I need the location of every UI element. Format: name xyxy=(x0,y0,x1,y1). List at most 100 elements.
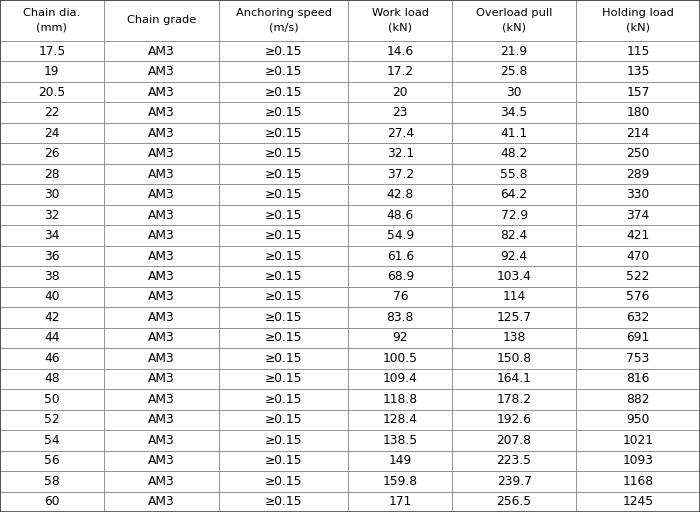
Bar xyxy=(452,471,576,492)
Text: AM3: AM3 xyxy=(148,249,175,263)
Bar xyxy=(576,389,700,410)
Text: ≥0.15: ≥0.15 xyxy=(265,65,302,78)
Bar xyxy=(0,205,104,225)
Text: 41.1: 41.1 xyxy=(500,126,528,140)
Bar xyxy=(104,143,219,164)
Text: 522: 522 xyxy=(626,270,650,283)
Text: 44: 44 xyxy=(44,331,60,345)
Text: 214: 214 xyxy=(626,126,650,140)
Bar xyxy=(576,492,700,512)
Text: AM3: AM3 xyxy=(148,229,175,242)
Text: Overload pull
(kN): Overload pull (kN) xyxy=(476,9,552,32)
Bar xyxy=(104,430,219,451)
Bar xyxy=(104,82,219,102)
Text: Work load
(kN): Work load (kN) xyxy=(372,9,429,32)
Text: 289: 289 xyxy=(626,167,650,181)
Bar xyxy=(219,287,349,307)
Text: 48.2: 48.2 xyxy=(500,147,528,160)
Bar xyxy=(452,0,576,41)
Bar xyxy=(219,328,349,348)
Text: 38: 38 xyxy=(44,270,60,283)
Text: ≥0.15: ≥0.15 xyxy=(265,270,302,283)
Text: Chain dia.
(mm): Chain dia. (mm) xyxy=(23,9,80,32)
Text: 30: 30 xyxy=(44,188,60,201)
Text: 92.4: 92.4 xyxy=(500,249,528,263)
Text: 82.4: 82.4 xyxy=(500,229,528,242)
Bar xyxy=(104,328,219,348)
Text: 1021: 1021 xyxy=(622,434,654,447)
Bar xyxy=(219,0,349,41)
Text: AM3: AM3 xyxy=(148,290,175,304)
Text: ≥0.15: ≥0.15 xyxy=(265,372,302,386)
Bar xyxy=(219,143,349,164)
Bar xyxy=(0,143,104,164)
Text: AM3: AM3 xyxy=(148,167,175,181)
Text: 32: 32 xyxy=(44,208,60,222)
Bar xyxy=(576,430,700,451)
Bar xyxy=(0,266,104,287)
Bar xyxy=(452,164,576,184)
Text: 374: 374 xyxy=(626,208,650,222)
Bar xyxy=(349,0,452,41)
Bar xyxy=(576,471,700,492)
Text: 882: 882 xyxy=(626,393,650,406)
Text: AM3: AM3 xyxy=(148,86,175,99)
Bar xyxy=(452,430,576,451)
Text: ≥0.15: ≥0.15 xyxy=(265,249,302,263)
Bar xyxy=(452,266,576,287)
Text: 61.6: 61.6 xyxy=(386,249,414,263)
Text: ≥0.15: ≥0.15 xyxy=(265,45,302,58)
Text: ≥0.15: ≥0.15 xyxy=(265,106,302,119)
Bar xyxy=(0,369,104,389)
Text: 42.8: 42.8 xyxy=(386,188,414,201)
Text: AM3: AM3 xyxy=(148,454,175,467)
Text: ≥0.15: ≥0.15 xyxy=(265,454,302,467)
Bar xyxy=(0,246,104,266)
Bar xyxy=(104,451,219,471)
Text: AM3: AM3 xyxy=(148,188,175,201)
Bar xyxy=(452,225,576,246)
Bar xyxy=(576,451,700,471)
Bar xyxy=(576,225,700,246)
Text: ≥0.15: ≥0.15 xyxy=(265,413,302,426)
Bar xyxy=(576,348,700,369)
Bar xyxy=(0,451,104,471)
Bar xyxy=(349,61,452,82)
Bar xyxy=(576,164,700,184)
Bar xyxy=(452,492,576,512)
Bar xyxy=(219,246,349,266)
Bar xyxy=(452,369,576,389)
Bar xyxy=(104,0,219,41)
Text: 34.5: 34.5 xyxy=(500,106,528,119)
Text: 23: 23 xyxy=(393,106,408,119)
Bar xyxy=(452,143,576,164)
Text: 192.6: 192.6 xyxy=(496,413,531,426)
Text: 691: 691 xyxy=(626,331,650,345)
Text: 138.5: 138.5 xyxy=(383,434,418,447)
Text: 25.8: 25.8 xyxy=(500,65,528,78)
Bar xyxy=(349,102,452,123)
Text: 54.9: 54.9 xyxy=(386,229,414,242)
Bar xyxy=(104,287,219,307)
Text: 159.8: 159.8 xyxy=(383,475,418,488)
Text: 223.5: 223.5 xyxy=(496,454,531,467)
Bar xyxy=(0,164,104,184)
Bar xyxy=(219,389,349,410)
Bar xyxy=(219,205,349,225)
Bar xyxy=(576,266,700,287)
Bar xyxy=(0,41,104,61)
Bar xyxy=(0,287,104,307)
Bar xyxy=(0,492,104,512)
Text: 17.2: 17.2 xyxy=(386,65,414,78)
Bar xyxy=(576,369,700,389)
Text: 36: 36 xyxy=(44,249,60,263)
Bar xyxy=(104,61,219,82)
Text: Anchoring speed
(m/s): Anchoring speed (m/s) xyxy=(236,9,332,32)
Bar xyxy=(104,225,219,246)
Text: 118.8: 118.8 xyxy=(383,393,418,406)
Text: ≥0.15: ≥0.15 xyxy=(265,331,302,345)
Bar xyxy=(219,266,349,287)
Text: ≥0.15: ≥0.15 xyxy=(265,126,302,140)
Text: AM3: AM3 xyxy=(148,270,175,283)
Text: 50: 50 xyxy=(44,393,60,406)
